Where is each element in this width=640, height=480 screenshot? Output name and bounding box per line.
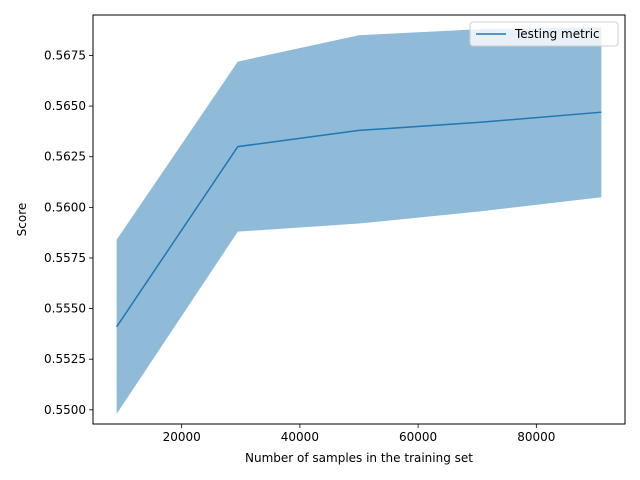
legend-label-testing-metric: Testing metric bbox=[514, 27, 600, 41]
x-tick-label: 20000 bbox=[163, 430, 201, 444]
legend: Testing metric bbox=[469, 21, 619, 47]
y-tick-label: 0.5500 bbox=[44, 403, 86, 417]
x-tick-label: 40000 bbox=[281, 430, 319, 444]
y-tick-label: 0.5675 bbox=[44, 48, 86, 62]
y-tick-label: 0.5625 bbox=[44, 150, 86, 164]
x-axis-label: Number of samples in the training set bbox=[245, 451, 473, 465]
y-tick-label: 0.5550 bbox=[44, 302, 86, 316]
y-tick-label: 0.5650 bbox=[44, 99, 86, 113]
confidence-band bbox=[116, 27, 602, 414]
y-tick-label: 0.5575 bbox=[44, 251, 86, 265]
x-axis-ticks: 20000 40000 60000 80000 bbox=[163, 424, 555, 444]
y-tick-label: 0.5525 bbox=[44, 352, 86, 366]
x-tick-label: 60000 bbox=[399, 430, 437, 444]
plot-frame bbox=[92, 14, 626, 425]
y-tick-label: 0.5600 bbox=[44, 200, 86, 214]
series-line-testing-metric bbox=[116, 111, 602, 328]
legend-box bbox=[469, 21, 619, 47]
x-tick-label: 80000 bbox=[517, 430, 555, 444]
plot-area bbox=[116, 27, 602, 414]
y-axis-label: Score bbox=[15, 203, 29, 237]
y-axis-ticks: 0.5500 0.5525 0.5550 0.5575 0.5600 0.5625 0.56… bbox=[44, 48, 93, 417]
